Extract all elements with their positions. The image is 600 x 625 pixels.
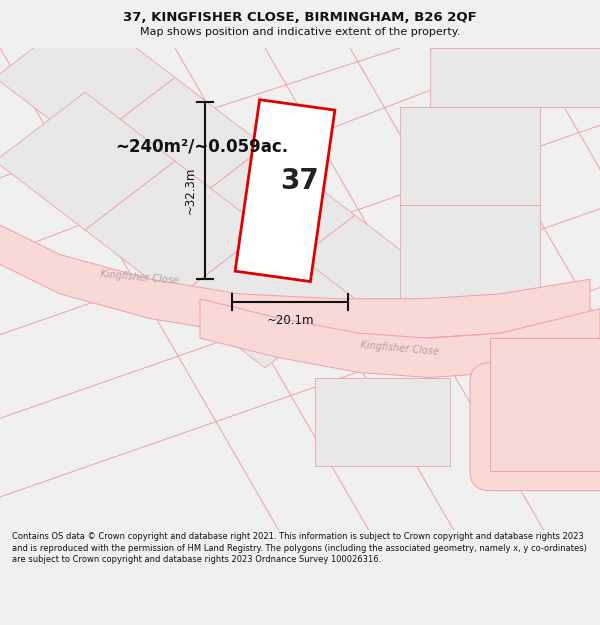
Text: ~240m²/~0.059ac.: ~240m²/~0.059ac. <box>115 138 288 156</box>
Polygon shape <box>400 206 540 328</box>
Text: 37: 37 <box>281 167 319 195</box>
Text: Contains OS data © Crown copyright and database right 2021. This information is : Contains OS data © Crown copyright and d… <box>12 532 587 564</box>
Text: ~32.3m: ~32.3m <box>184 167 197 214</box>
Polygon shape <box>200 299 600 378</box>
Polygon shape <box>0 9 175 146</box>
Text: Map shows position and indicative extent of the property.: Map shows position and indicative extent… <box>140 28 460 38</box>
Polygon shape <box>430 48 600 107</box>
FancyBboxPatch shape <box>470 362 600 491</box>
Polygon shape <box>265 215 445 353</box>
Polygon shape <box>85 78 265 215</box>
Polygon shape <box>175 230 355 368</box>
Polygon shape <box>85 161 265 299</box>
Polygon shape <box>235 100 335 281</box>
Polygon shape <box>0 220 590 338</box>
Text: 37, KINGFISHER CLOSE, BIRMINGHAM, B26 2QF: 37, KINGFISHER CLOSE, BIRMINGHAM, B26 2Q… <box>123 11 477 24</box>
Polygon shape <box>175 146 355 284</box>
Text: ~20.1m: ~20.1m <box>266 314 314 327</box>
Polygon shape <box>0 92 175 230</box>
Text: Kingfisher Close: Kingfisher Close <box>100 269 179 286</box>
Text: Kingfisher Close: Kingfisher Close <box>361 339 440 356</box>
Polygon shape <box>490 338 600 471</box>
Polygon shape <box>400 107 540 206</box>
Polygon shape <box>315 378 450 466</box>
